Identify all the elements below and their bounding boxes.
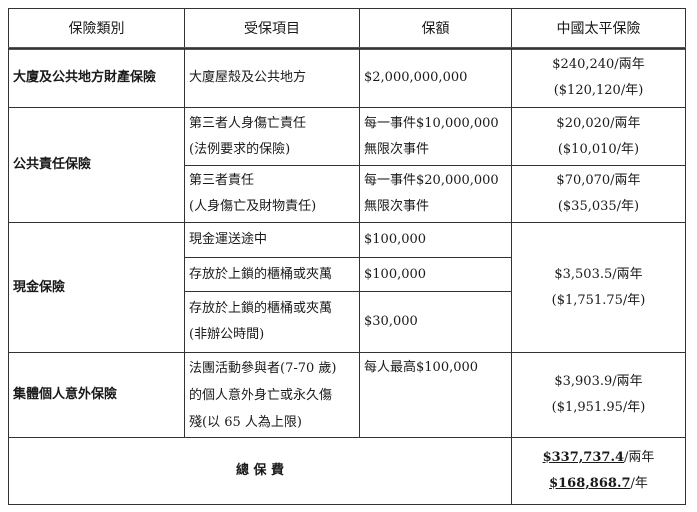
cell-text: $168,868.7 — [549, 476, 631, 491]
cash-item-2: 存放於上鎖的櫃桶或夾萬 — [184, 257, 360, 292]
liability-premium-1: $20,020/兩年 ($10,010/年) — [511, 107, 686, 166]
cell-text: 無限次事件 — [364, 199, 430, 214]
cash-coverage-3: $30,000 — [359, 291, 512, 353]
total-label: 總 保 費 — [8, 437, 512, 505]
cash-item-3: 存放於上鎖的櫃桶或夾萬 (非辦公時間) — [184, 291, 360, 353]
cell-text: 每一事件$20,000,000 — [364, 173, 499, 188]
cell-text: 無限次事件 — [364, 141, 430, 157]
property-item: 大廈屋殼及公共地方 — [184, 48, 360, 108]
cell-text: 殘(以 65 人為上限) — [189, 414, 302, 430]
cell-text: 的個人意外身亡或永久傷 — [189, 387, 333, 403]
cell-text: /兩年 — [624, 450, 655, 465]
accident-category: 集體個人意外保險 — [8, 352, 185, 438]
liability-item-1: 第三者人身傷亡責任 (法例要求的保險) — [184, 107, 360, 166]
cell-text: 每一事件$10,000,000 — [364, 115, 499, 131]
cell-text: 第三者人身傷亡責任 — [189, 115, 307, 131]
liability-category: 公共責任保險 — [8, 107, 185, 223]
cell-text: 大廈及公共地方財產保險 — [13, 70, 157, 85]
header-category: 保險類別 — [8, 8, 185, 49]
cell-text: $100,000 — [364, 232, 427, 247]
cell-text: $3,503.5/兩年 — [554, 266, 643, 282]
header-label: 中國太平保險 — [556, 20, 641, 37]
total-two-year: $337,737.4/兩年 — [543, 445, 655, 471]
cell-text: ($1,951.95/年) — [551, 400, 646, 415]
cell-text: $20,020/兩年 — [556, 115, 641, 131]
header-label: 保額 — [421, 20, 450, 37]
header-label: 保險類別 — [68, 20, 125, 37]
cell-text: 大廈屋殼及公共地方 — [189, 70, 307, 85]
cell-text: 集體個人意外保險 — [13, 387, 118, 402]
cell-text: $3,903.9/兩年 — [554, 374, 643, 389]
cell-text: $337,737.4 — [542, 450, 625, 465]
cell-text: $70,070/兩年 — [556, 173, 641, 188]
cell-text: (法例要求的保險) — [189, 141, 291, 157]
cash-category: 現金保險 — [8, 222, 185, 353]
cell-text: 法團活動參與者(7-70 歲) — [189, 360, 337, 376]
cash-coverage-2: $100,000 — [359, 257, 512, 292]
cell-text: ($120,120/年) — [553, 83, 644, 98]
cell-text: 第三者責任 — [189, 173, 255, 188]
cell-text: ($1,751.75/年) — [551, 292, 646, 308]
cell-text: /年 — [630, 476, 648, 491]
liability-coverage-1: 每一事件$10,000,000 無限次事件 — [359, 107, 512, 166]
cell-text: 現金運送途中 — [189, 232, 268, 247]
accident-coverage: 每人最高$100,000 — [359, 352, 512, 438]
cell-text: 公共責任保險 — [13, 157, 92, 172]
cell-text: 存放於上鎖的櫃桶或夾萬 — [189, 301, 333, 316]
cell-text: 總 保 費 — [235, 463, 285, 478]
total-one-year: $168,868.7/年 — [549, 471, 648, 497]
cell-text: ($35,035/年) — [557, 199, 640, 214]
property-premium: $240,240/兩年 ($120,120/年) — [511, 48, 686, 108]
cell-text: 存放於上鎖的櫃桶或夾萬 — [189, 266, 333, 282]
cell-text: (人身傷亡及財物責任) — [189, 199, 317, 214]
header-item: 受保項目 — [184, 8, 360, 49]
property-coverage: $2,000,000,000 — [359, 48, 512, 108]
cell-text: $30,000 — [364, 314, 418, 329]
cash-coverage-1: $100,000 — [359, 222, 512, 258]
cash-item-1: 現金運送途中 — [184, 222, 360, 258]
header-coverage: 保額 — [359, 8, 512, 49]
property-category: 大廈及公共地方財產保險 — [8, 48, 185, 108]
cell-text: (非辦公時間) — [189, 327, 265, 342]
cell-text: 現金保險 — [13, 279, 66, 295]
cash-premium: $3,503.5/兩年 ($1,751.75/年) — [511, 222, 686, 353]
liability-item-2: 第三者責任 (人身傷亡及財物責任) — [184, 165, 360, 223]
liability-coverage-2: 每一事件$20,000,000 無限次事件 — [359, 165, 512, 223]
accident-premium: $3,903.9/兩年 ($1,951.95/年) — [511, 352, 686, 438]
cell-text: $100,000 — [364, 266, 427, 282]
header-label: 受保項目 — [244, 20, 300, 37]
cell-text: $240,240/兩年 — [552, 57, 645, 72]
cell-text: ($10,010/年) — [557, 141, 640, 157]
header-insurer: 中國太平保險 — [511, 8, 686, 49]
total-premium: $337,737.4/兩年 $168,868.7/年 — [511, 437, 686, 505]
liability-premium-2: $70,070/兩年 ($35,035/年) — [511, 165, 686, 223]
cell-text: 每人最高$100,000 — [364, 360, 479, 375]
accident-item: 法團活動參與者(7-70 歲) 的個人意外身亡或永久傷 殘(以 65 人為上限) — [184, 352, 360, 438]
cell-text: $2,000,000,000 — [364, 70, 468, 85]
